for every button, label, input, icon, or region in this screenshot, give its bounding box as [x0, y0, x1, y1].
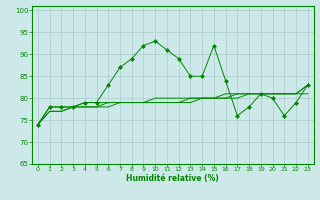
X-axis label: Humidité relative (%): Humidité relative (%): [126, 174, 219, 183]
